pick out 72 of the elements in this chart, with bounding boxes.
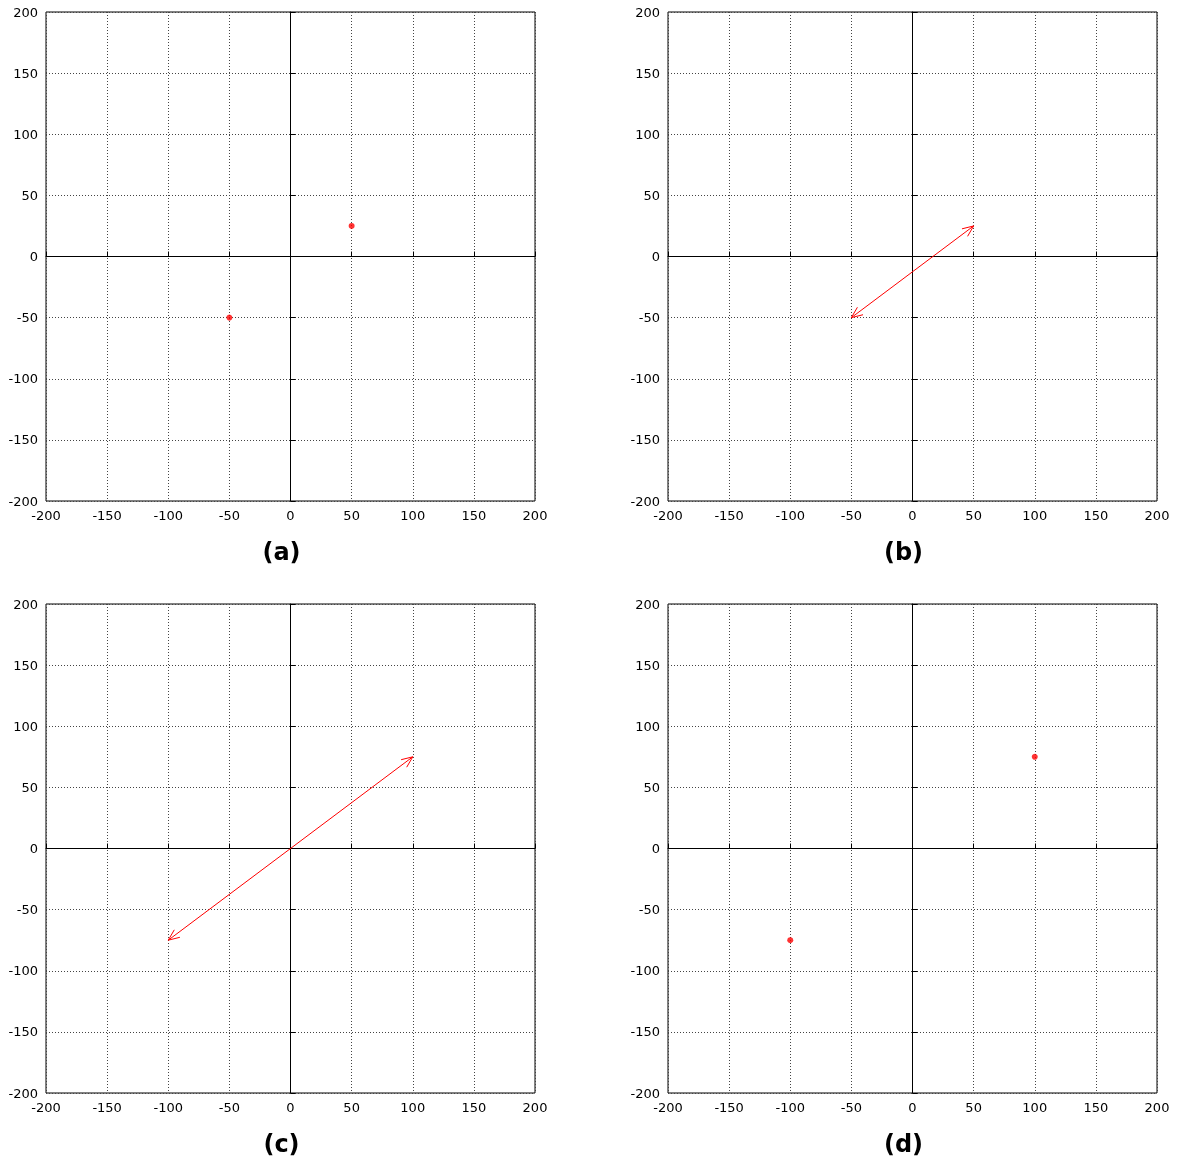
y-tick-label: 0 bbox=[651, 249, 660, 264]
y-tick-label: 200 bbox=[13, 596, 38, 612]
x-tick-label: -100 bbox=[775, 508, 806, 523]
x-tick-label: -50 bbox=[840, 508, 862, 523]
x-tick-label: 150 bbox=[1083, 508, 1109, 523]
y-tick-label: 100 bbox=[13, 718, 38, 734]
x-tick-label: 100 bbox=[1022, 1100, 1048, 1115]
y-tick-label: 200 bbox=[635, 4, 660, 20]
y-tick-label: -150 bbox=[630, 432, 660, 448]
y-tick-label: -50 bbox=[16, 310, 38, 326]
y-tick-label: -100 bbox=[630, 963, 660, 979]
x-tick-label: -150 bbox=[92, 1100, 122, 1115]
x-tick-label: -150 bbox=[714, 508, 744, 523]
text: (a) bbox=[262, 538, 301, 566]
text: (b) bbox=[883, 538, 924, 566]
y-tick-label: -50 bbox=[16, 902, 38, 918]
y-tick-label: -150 bbox=[630, 1024, 660, 1040]
x-tick-label: -100 bbox=[775, 1100, 806, 1115]
x-tick-label: -150 bbox=[714, 1100, 744, 1115]
x-tick-label: 200 bbox=[522, 508, 548, 523]
x-tick-label: 200 bbox=[1144, 508, 1170, 523]
y-tick-label: 150 bbox=[635, 65, 660, 81]
y-tick-label: -100 bbox=[8, 371, 38, 387]
x-tick-label: 0 bbox=[286, 508, 295, 523]
y-tick-label: 50 bbox=[643, 779, 660, 795]
y-tick-label: -50 bbox=[638, 310, 660, 326]
y-tick-label: -100 bbox=[630, 371, 660, 387]
x-tick-label: 100 bbox=[400, 1100, 426, 1115]
y-tick-label: 200 bbox=[13, 4, 38, 20]
y-tick-label: 0 bbox=[29, 841, 38, 856]
x-tick-label: 50 bbox=[965, 1100, 982, 1115]
y-tick-label: 100 bbox=[13, 126, 38, 142]
x-tick-label: 50 bbox=[343, 508, 360, 523]
y-tick-label: 100 bbox=[635, 126, 660, 142]
y-tick-label: -150 bbox=[8, 432, 38, 448]
y-tick-label: -50 bbox=[638, 902, 660, 918]
x-tick-label: -150 bbox=[92, 508, 122, 523]
x-tick-label: 0 bbox=[908, 1100, 917, 1115]
x-tick-label: 100 bbox=[400, 508, 426, 523]
x-tick-label: -100 bbox=[153, 1100, 184, 1115]
x-tick-label: -50 bbox=[218, 508, 240, 523]
x-tick-label: 50 bbox=[965, 508, 982, 523]
text: (d) bbox=[883, 1130, 924, 1158]
x-tick-label: 0 bbox=[908, 508, 917, 523]
y-tick-label: 200 bbox=[635, 596, 660, 612]
y-tick-label: 150 bbox=[13, 65, 38, 81]
y-tick-label: -200 bbox=[8, 493, 38, 509]
y-tick-label: 50 bbox=[21, 779, 38, 795]
x-tick-label: 50 bbox=[343, 1100, 360, 1115]
y-tick-label: 0 bbox=[651, 841, 660, 856]
text: (c) bbox=[263, 1130, 300, 1158]
y-tick-label: 50 bbox=[643, 187, 660, 203]
x-tick-label: 100 bbox=[1022, 508, 1048, 523]
y-tick-label: -200 bbox=[630, 1085, 660, 1101]
x-tick-label: 0 bbox=[286, 1100, 295, 1115]
y-tick-label: -150 bbox=[8, 1024, 38, 1040]
x-tick-label: 150 bbox=[461, 1100, 487, 1115]
y-tick-label: 150 bbox=[13, 657, 38, 673]
x-tick-label: -50 bbox=[218, 1100, 240, 1115]
x-tick-label: 200 bbox=[1144, 1100, 1170, 1115]
y-tick-label: 150 bbox=[635, 657, 660, 673]
y-tick-label: -200 bbox=[8, 1085, 38, 1101]
x-tick-label: 150 bbox=[461, 508, 487, 523]
x-tick-label: 150 bbox=[1083, 1100, 1109, 1115]
y-tick-label: 100 bbox=[635, 718, 660, 734]
x-tick-label: -50 bbox=[840, 1100, 862, 1115]
y-tick-label: 0 bbox=[29, 249, 38, 264]
x-tick-label: -100 bbox=[153, 508, 184, 523]
x-tick-label: 200 bbox=[522, 1100, 548, 1115]
y-tick-label: -100 bbox=[8, 963, 38, 979]
y-tick-label: -200 bbox=[630, 493, 660, 509]
y-tick-label: 50 bbox=[21, 187, 38, 203]
